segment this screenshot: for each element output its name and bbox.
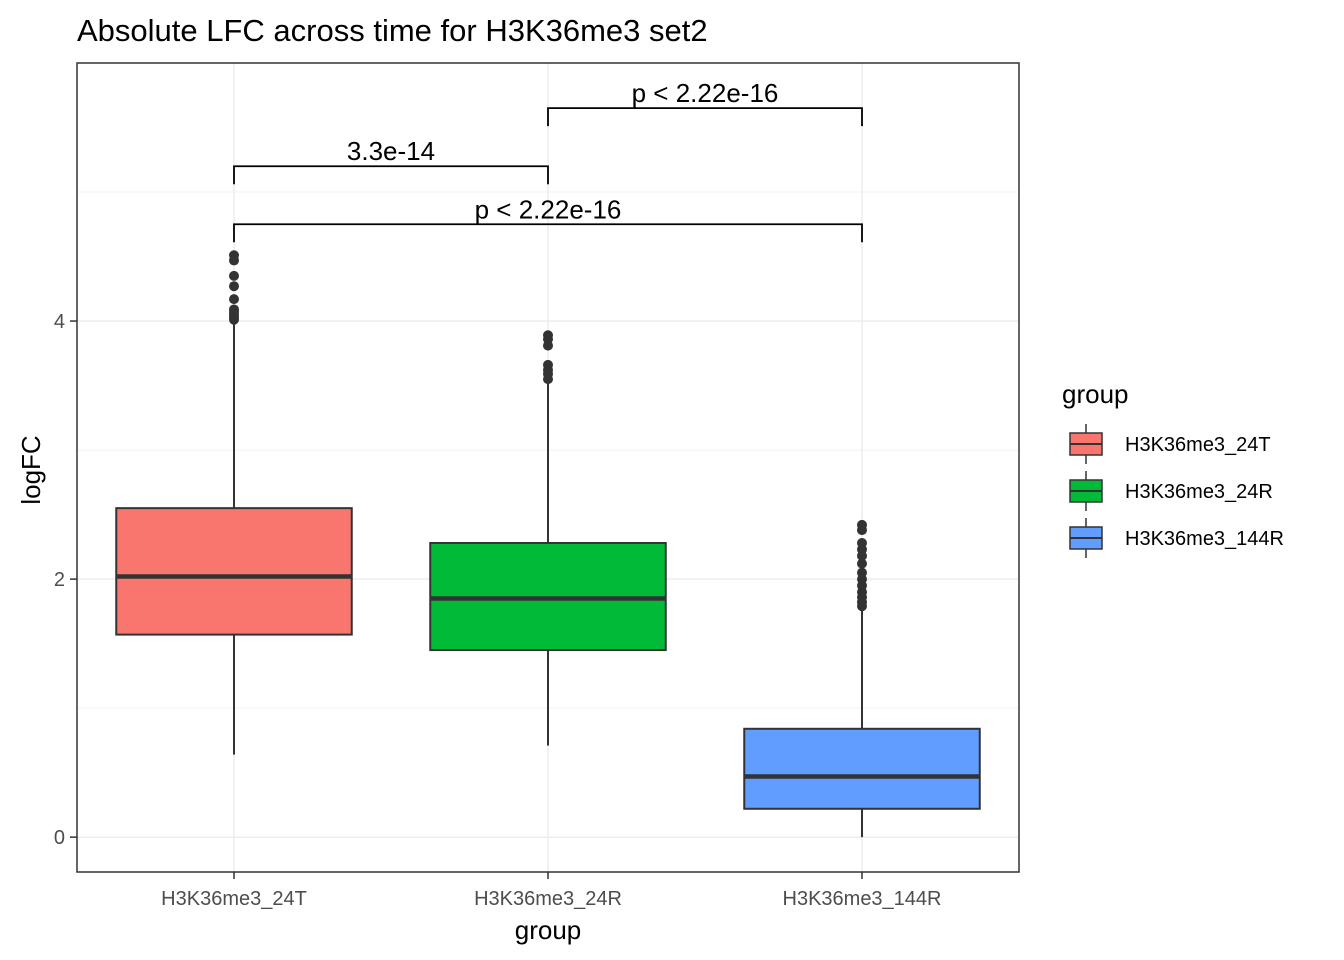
bracket: p < 2.22e-16 bbox=[547, 78, 863, 127]
iqr-box bbox=[743, 727, 981, 810]
box-H3K36me3_144R bbox=[743, 519, 981, 838]
outlier-point bbox=[543, 359, 553, 370]
y-axis: 0 2 4 bbox=[54, 311, 77, 849]
outlier-point bbox=[229, 304, 239, 315]
outlier-point bbox=[857, 537, 867, 548]
outlier-point bbox=[229, 281, 239, 292]
outlier-point bbox=[229, 250, 239, 261]
outlier-point bbox=[543, 330, 553, 341]
legend: group H3K36me3_24T H3K36me3_24R H3K36me3_1… bbox=[1062, 379, 1284, 558]
legend-item-label: H3K36me3_24T bbox=[1125, 434, 1271, 456]
x-tick-label: H3K36me3_144R bbox=[783, 888, 942, 910]
x-axis-label: group bbox=[515, 915, 582, 945]
outlier-point bbox=[229, 270, 239, 281]
outlier-point bbox=[857, 567, 867, 578]
bracket-label: p < 2.22e-16 bbox=[475, 194, 622, 224]
y-tick-label: 0 bbox=[54, 827, 65, 849]
box-H3K36me3_24T bbox=[115, 250, 353, 755]
y-tick-label: 4 bbox=[54, 311, 65, 333]
bracket: p < 2.22e-16 bbox=[233, 194, 863, 243]
legend-item-H3K36me3_24R: H3K36me3_24R bbox=[1069, 471, 1273, 511]
outlier-point bbox=[857, 519, 867, 530]
boxes-layer bbox=[115, 250, 981, 838]
legend-item-H3K36me3_144R: H3K36me3_144R bbox=[1069, 518, 1284, 558]
y-tick-label: 2 bbox=[54, 569, 65, 591]
bracket-line bbox=[547, 107, 863, 127]
legend-title: group bbox=[1062, 379, 1129, 409]
chart-title: Absolute LFC across time for H3K36me3 se… bbox=[77, 13, 708, 48]
outlier-point bbox=[857, 558, 867, 569]
box-H3K36me3_24R bbox=[429, 330, 667, 746]
bracket-line bbox=[233, 165, 549, 185]
bracket-label: p < 2.22e-16 bbox=[632, 78, 779, 108]
bracket-label: 3.3e-14 bbox=[347, 136, 435, 166]
outlier-point bbox=[229, 294, 239, 305]
bracket: 3.3e-14 bbox=[233, 136, 549, 185]
x-tick-label: H3K36me3_24T bbox=[161, 888, 307, 910]
iqr-box bbox=[115, 507, 353, 636]
x-tick-label: H3K36me3_24R bbox=[474, 888, 622, 910]
legend-item-label: H3K36me3_144R bbox=[1125, 528, 1284, 550]
legend-item-H3K36me3_24T: H3K36me3_24T bbox=[1069, 424, 1271, 464]
legend-item-label: H3K36me3_24R bbox=[1125, 481, 1273, 503]
x-axis: H3K36me3_24T H3K36me3_24R H3K36me3_144R bbox=[161, 872, 942, 910]
significance-brackets: 3.3e-14 p < 2.22e-16 p < 2.22e-16 bbox=[233, 78, 863, 243]
bracket-line bbox=[233, 223, 863, 243]
y-axis-label: logFC bbox=[16, 435, 46, 504]
